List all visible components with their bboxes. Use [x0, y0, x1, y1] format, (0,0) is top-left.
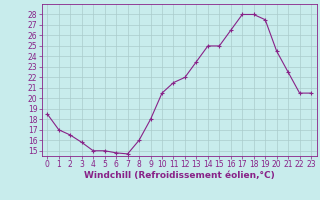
X-axis label: Windchill (Refroidissement éolien,°C): Windchill (Refroidissement éolien,°C)	[84, 171, 275, 180]
